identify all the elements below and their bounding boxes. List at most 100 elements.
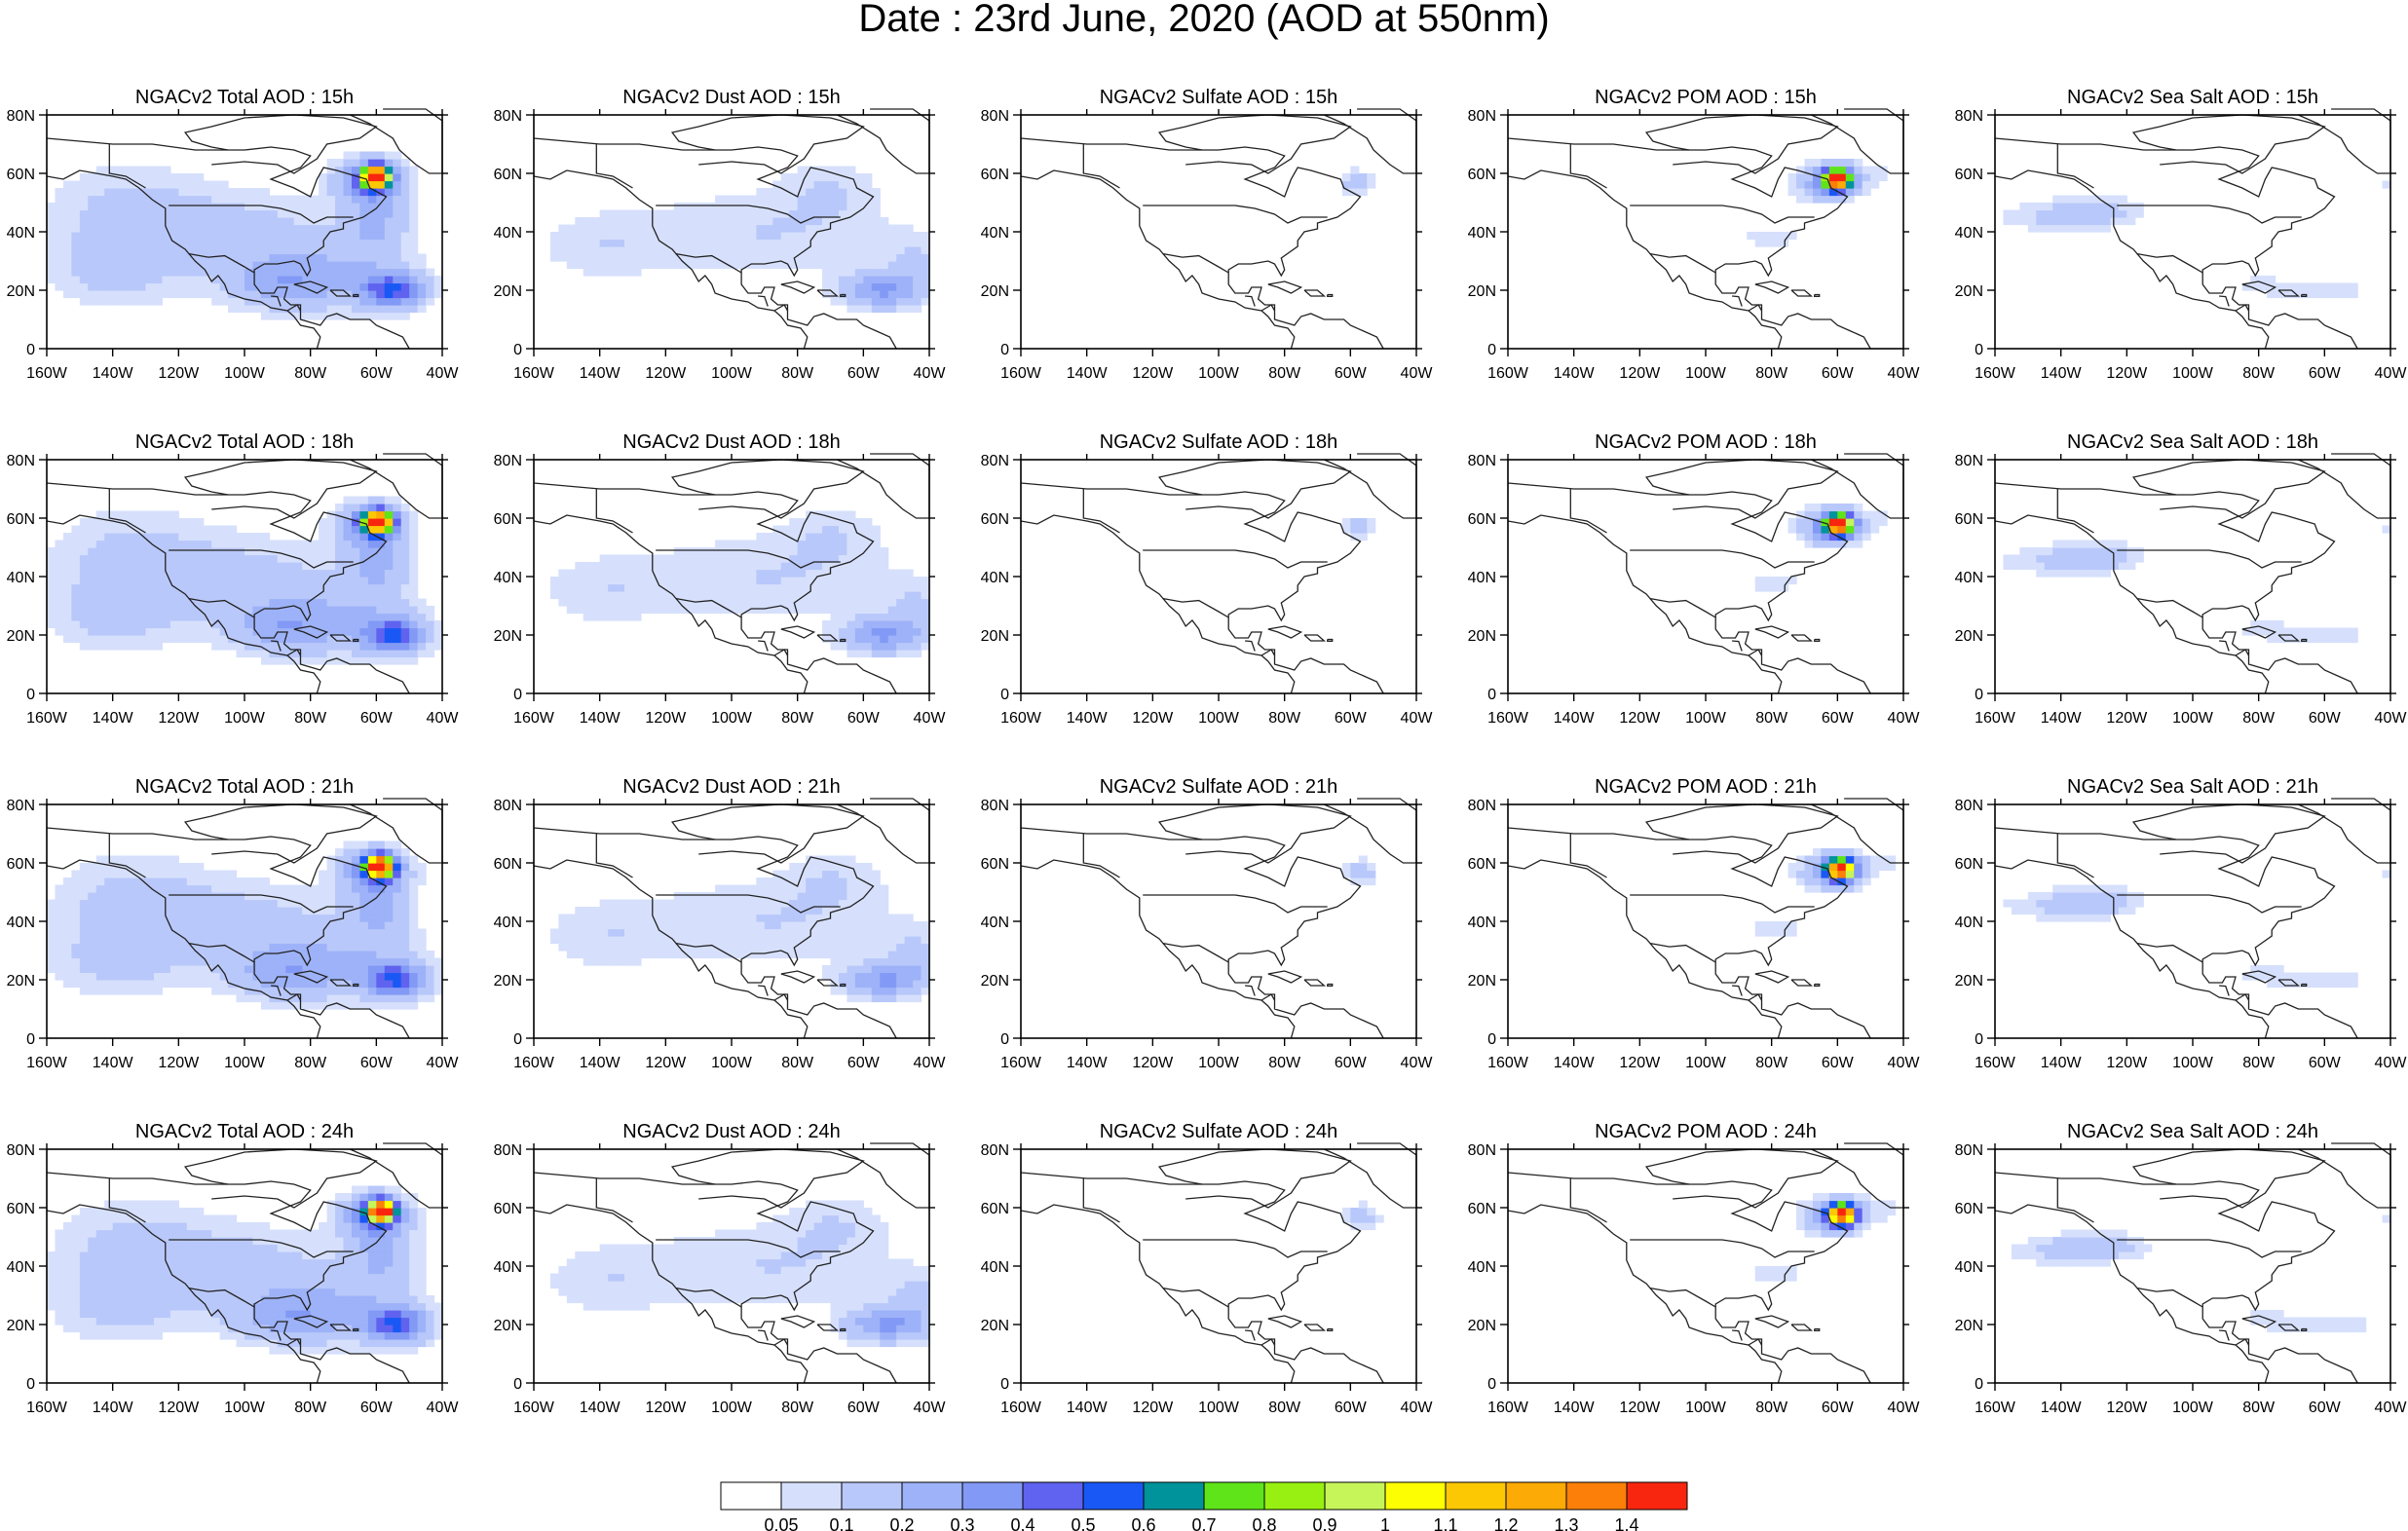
aod-cell [887,951,897,959]
aod-cell [400,268,410,277]
aod-cell [228,613,238,621]
aod-cell [326,554,336,563]
aod-cell [95,591,105,600]
aod-cell [682,936,692,945]
aod-cell [558,928,568,937]
aod-cell [854,987,864,995]
aod-cell [2101,217,2112,226]
aod-cell [409,635,419,644]
aod-cell [62,878,72,886]
aod-cell [285,268,295,277]
aod-cell [367,928,377,937]
aod-cell [2324,282,2334,291]
aod-cell [813,884,823,893]
aod-cell [847,635,856,644]
aod-cell [640,598,651,607]
aod-cell [2019,554,2029,563]
aod-cell [715,907,725,915]
aod-cell [871,957,881,966]
coastline [816,634,840,642]
aod-cell [575,591,584,600]
aod-cell [71,276,81,284]
aod-cell [393,246,402,255]
aod-cell [384,518,394,527]
aod-cell [871,569,881,578]
aod-cell [393,577,402,585]
aod-cell [599,899,609,908]
aod-cell [293,577,303,585]
aod-cell [913,253,922,262]
aod-cell [95,598,105,607]
aod-cell [384,848,394,857]
aod-cell [2044,554,2053,563]
aod-cell [880,246,889,255]
aod-cell [121,547,131,556]
aod-cell [351,620,361,629]
aod-cell [747,554,757,563]
aod-cell [789,863,799,872]
aod-cell [772,591,782,600]
aod-cell [854,980,864,989]
aod-cell [417,863,427,872]
aod-cell [822,261,832,270]
aod-cell [1821,540,1830,548]
aod-cell [319,987,328,995]
aod-cell [228,261,238,270]
aod-cell [393,650,402,658]
aod-cell [88,533,97,541]
aod-cell [2267,290,2276,299]
aod-cell [252,884,262,893]
aod-cell [813,928,823,937]
aod-cell [599,232,609,241]
aod-cell [260,569,270,578]
aod-cell [698,591,708,600]
aod-cell [698,936,708,945]
border-line [2136,597,2203,618]
aod-cell [195,943,205,952]
aod-cell [112,232,122,241]
aod-cell [913,261,922,270]
aod-cell [326,518,336,527]
aod-cell [62,547,72,556]
aod-cell [112,547,122,556]
aod-cell [310,268,320,277]
y-tick-label: 60N [981,167,1009,183]
aod-cell [838,884,848,893]
aod-cell [558,569,568,578]
aod-cell [88,282,97,291]
aod-cell [121,533,131,541]
aod-cell [756,203,766,211]
aod-cell [896,980,906,989]
aod-cell [203,203,212,211]
aod-cell [252,936,262,945]
aod-cell [228,554,238,563]
aod-cell [871,613,881,621]
aod-cell [351,282,361,291]
aod-cell [343,928,353,937]
aod-cell [1763,239,1773,247]
aod-cell [219,209,229,218]
aod-cell [665,591,675,600]
aod-cell [162,936,171,945]
aod-cell [2110,217,2120,226]
aod-cell [409,547,419,556]
aod-cell [690,928,699,937]
aod-cell [79,569,89,578]
aod-cell [326,635,336,644]
aod-cell [335,863,345,872]
aod-cell [367,518,377,527]
aod-cell [137,892,147,901]
aod-cell [657,217,666,226]
aod-cell [310,261,320,270]
aod-cell [376,496,386,504]
aod-cell [112,246,122,255]
aod-cell [285,965,295,974]
aod-cell [71,870,81,878]
aod-cell [393,312,402,320]
aod-cell [245,635,254,644]
aod-cell [245,627,254,636]
aod-cell [137,239,147,247]
aod-cell [145,217,155,226]
aod-cell [649,562,658,571]
